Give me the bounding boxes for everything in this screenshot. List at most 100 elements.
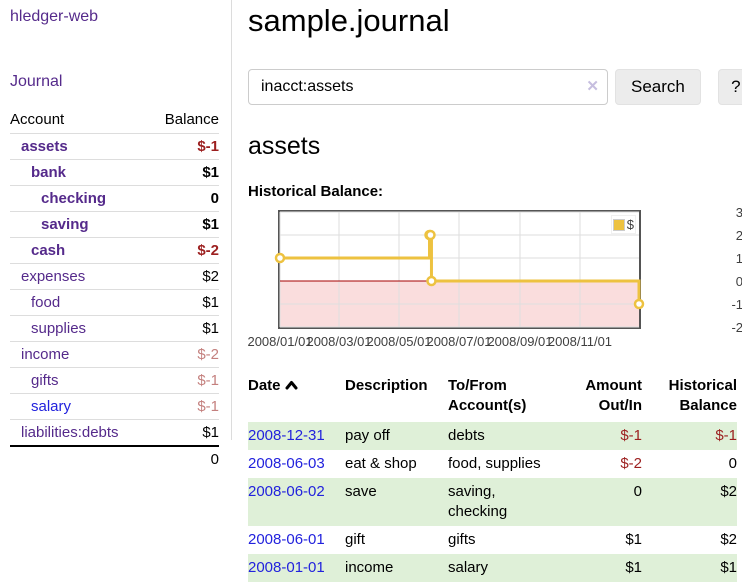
transaction-date-link[interactable]: 2008-06-02 (248, 483, 325, 500)
x-axis-tick: 2008/07/01 (426, 334, 492, 349)
help-button[interactable]: ? (717, 69, 742, 105)
account-link[interactable]: assets (21, 138, 68, 155)
accounts-col-header: Account (10, 111, 65, 128)
legend-swatch (612, 218, 625, 231)
account-link[interactable]: gifts (31, 372, 59, 389)
chart-plot: $ (274, 210, 645, 329)
account-row: supplies $1 (10, 315, 219, 342)
account-balance: $1 (149, 159, 219, 186)
accounts-cell: gifts (448, 531, 476, 548)
balance-cell: $2 (642, 478, 737, 526)
x-axis-tick: 2008/11/01 (547, 334, 613, 349)
clear-search-icon[interactable]: ✕ (586, 78, 599, 95)
x-axis-tick: 2008/03/01 (306, 334, 372, 349)
transaction-row: 2008-06-03 eat & shop food, supplies $-2 0 (248, 450, 737, 478)
search-button[interactable]: Search (615, 69, 701, 105)
account-row: gifts $-1 (10, 367, 219, 394)
chart-legend: $ (610, 215, 636, 234)
account-row: food $1 (10, 289, 219, 316)
transaction-date-link[interactable]: 2008-12-31 (248, 427, 325, 444)
account-balance: $2 (149, 263, 219, 290)
accounts-cell: debts (448, 422, 558, 450)
accounts-total-value: 0 (149, 445, 219, 472)
description-cell: gift (345, 531, 366, 548)
account-link[interactable]: liabilities:debts (21, 424, 119, 441)
description-cell: save (345, 478, 448, 526)
register-body: 2008-12-31 pay off debts $-1 $-1 2008-06-03 ea… (248, 422, 737, 582)
amount-cell: 0 (558, 478, 642, 526)
account-row: liabilities:debts $1 (10, 419, 219, 446)
amount-cell: $1 (558, 554, 642, 582)
account-link[interactable]: saving (41, 216, 89, 233)
account-link[interactable]: cash (31, 242, 66, 259)
amount-cell: $-2 (620, 455, 642, 472)
transaction-row: 2008-06-02 save saving, checking 0 $2 (248, 478, 737, 526)
account-row: income $-2 (10, 341, 219, 368)
account-balance: $1 (149, 315, 219, 342)
accounts-column-header: To/From Account(s) (448, 377, 527, 414)
account-row: saving $1 (10, 211, 219, 238)
account-link[interactable]: expenses (21, 268, 86, 285)
accounts-table: Account Balance assets $-1 bank $1 checking 0… (10, 107, 219, 472)
accounts-cell: salary (448, 554, 558, 582)
account-balance: $-1 (149, 393, 219, 420)
account-balance: $1 (149, 289, 219, 316)
date-column-header[interactable]: Date (248, 373, 345, 422)
y-axis-tick: 0.0 (735, 274, 742, 289)
x-axis-tick: 2008/01/01 (247, 334, 313, 349)
transaction-row: 2008-06-01 gift gifts $1 $2 (248, 526, 737, 554)
description-cell: income (345, 554, 448, 582)
sort-ascending-icon (285, 377, 298, 397)
account-link[interactable]: supplies (31, 320, 87, 337)
historical-balance-chart: $ 3.0 2.0 1.0 0.0 -1.0 -2.0 2008/01/012008/03/… (247, 205, 742, 353)
account-balance: $-2 (149, 237, 219, 264)
description-cell: pay off (345, 422, 448, 450)
y-axis-tick: -1.0 (731, 297, 742, 312)
account-heading: assets (248, 132, 321, 160)
accounts-cell: saving, checking (448, 478, 558, 526)
balance-cell: $1 (642, 554, 737, 582)
page-title: sample.journal (248, 3, 450, 38)
accounts-cell: food, supplies (448, 455, 541, 472)
account-link[interactable]: checking (41, 190, 107, 207)
transaction-date-link[interactable]: 2008-01-01 (248, 559, 325, 576)
balance-cell: 0 (728, 455, 737, 472)
account-balance: $-1 (149, 133, 219, 160)
amount-cell: $1 (625, 531, 642, 548)
accounts-total-row: 0 (10, 445, 219, 472)
accounts-body: assets $-1 bank $1 checking 0 saving $1 cash $-2 e… (10, 133, 219, 446)
account-balance: $1 (149, 211, 219, 238)
account-balance: $-1 (149, 367, 219, 394)
x-axis-tick: 2008/09/01 (487, 334, 553, 349)
transaction-date-link[interactable]: 2008-06-01 (248, 531, 325, 548)
account-link[interactable]: salary (31, 398, 72, 415)
account-row: cash $-2 (10, 237, 219, 264)
transaction-date-link[interactable]: 2008-06-03 (248, 455, 325, 472)
account-link[interactable]: food (31, 294, 61, 311)
account-link[interactable]: bank (31, 164, 67, 181)
brand-link[interactable]: hledger-web (10, 8, 99, 25)
legend-label: $ (626, 217, 634, 232)
y-axis-tick: 1.0 (735, 251, 742, 266)
y-axis-tick: 2.0 (735, 228, 742, 243)
amount-column-header: Amount Out/In (585, 377, 642, 414)
sidebar: hledger-web Journal Account Balance asse… (0, 0, 232, 472)
register-table: Date Description To/From Account(s) Amou… (248, 373, 737, 582)
account-row: bank $1 (10, 159, 219, 186)
account-balance: $-2 (149, 341, 219, 368)
balance-cell: $-1 (642, 422, 737, 450)
chart-plot-svg (274, 211, 645, 328)
account-link[interactable]: income (21, 346, 70, 363)
account-row: checking 0 (10, 185, 219, 212)
balance-column-header: Historical Balance (668, 377, 737, 414)
sidebar-item-journal[interactable]: Journal (10, 73, 63, 90)
description-cell: eat & shop (345, 455, 417, 472)
account-row: assets $-1 (10, 133, 219, 160)
account-row: expenses $2 (10, 263, 219, 290)
transaction-row: 2008-12-31 pay off debts $-1 $-1 (248, 422, 737, 450)
search-input[interactable] (248, 69, 608, 105)
search-form: ✕ Search ? (248, 69, 742, 105)
account-balance: $1 (149, 419, 219, 446)
balance-col-header: Balance (164, 111, 219, 128)
